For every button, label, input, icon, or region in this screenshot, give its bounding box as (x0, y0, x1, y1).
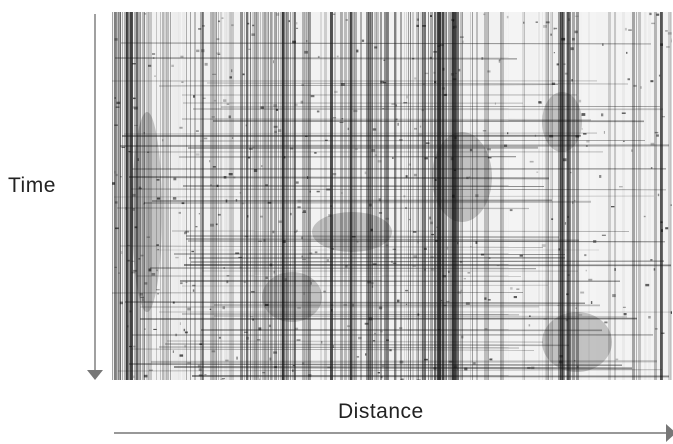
time-arrow-icon (87, 14, 103, 380)
time-axis-label: Time (8, 174, 56, 197)
kymograph-image (112, 12, 672, 380)
distance-axis-label: Distance (338, 400, 424, 423)
distance-arrow-icon (114, 424, 673, 442)
